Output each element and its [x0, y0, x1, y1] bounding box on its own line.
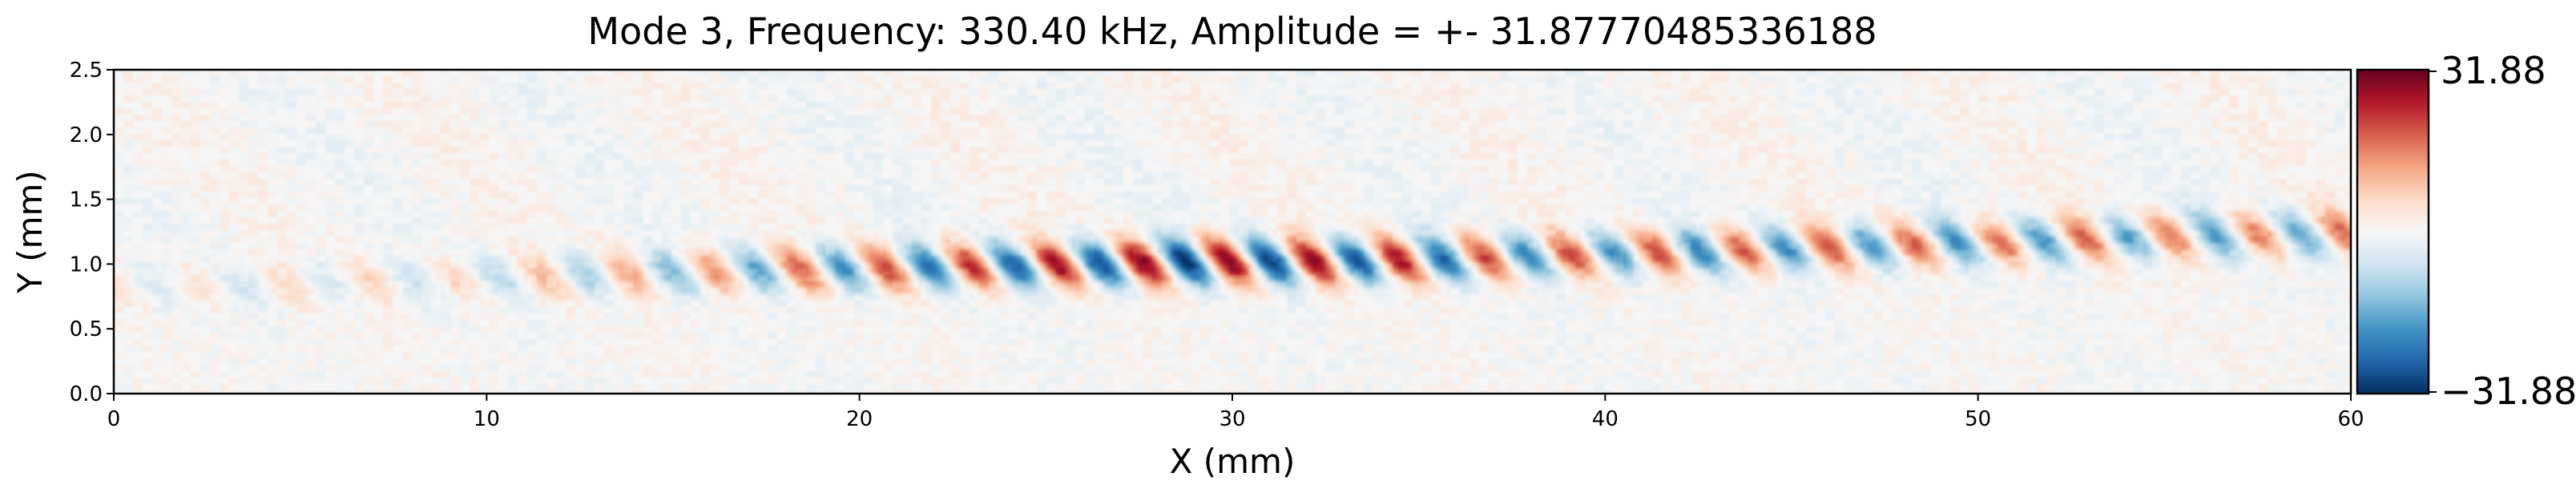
y-tick-label: 0.5 [70, 317, 103, 341]
y-tick-label: 1.0 [70, 253, 103, 277]
y-tick-label: 0.0 [70, 382, 103, 406]
colorbar-min-label: −31.88 [2441, 370, 2576, 413]
y-tick-label: 2.5 [70, 59, 103, 83]
y-tick-label: 2.0 [70, 123, 103, 147]
x-tick-label: 50 [1965, 407, 1991, 431]
y-tick-label: 1.5 [70, 188, 103, 212]
x-axis: 0 10 20 30 40 50 60 [107, 394, 2364, 431]
colorbar-gradient [2356, 68, 2430, 395]
x-axis-label: X (mm) [1170, 442, 1296, 481]
y-axis: 0.0 0.5 1.0 1.5 2.0 2.5 [70, 59, 114, 406]
x-tick-label: 0 [107, 407, 121, 431]
x-tick-label: 20 [846, 407, 873, 431]
x-tick-label: 10 [474, 407, 500, 431]
heatmap-plot-area [112, 68, 2352, 395]
colorbar-max-label: 31.88 [2441, 49, 2546, 92]
y-axis-label: Y (mm) [10, 170, 50, 294]
colorbar: 31.88 −31.88 [2356, 49, 2576, 413]
x-tick-label: 30 [1219, 407, 1245, 431]
chart-title: Mode 3, Frequency: 330.40 kHz, Amplitude… [587, 10, 1877, 53]
x-tick-label: 60 [2337, 407, 2364, 431]
x-tick-label: 40 [1592, 407, 1619, 431]
heatmap-image [114, 70, 2351, 394]
